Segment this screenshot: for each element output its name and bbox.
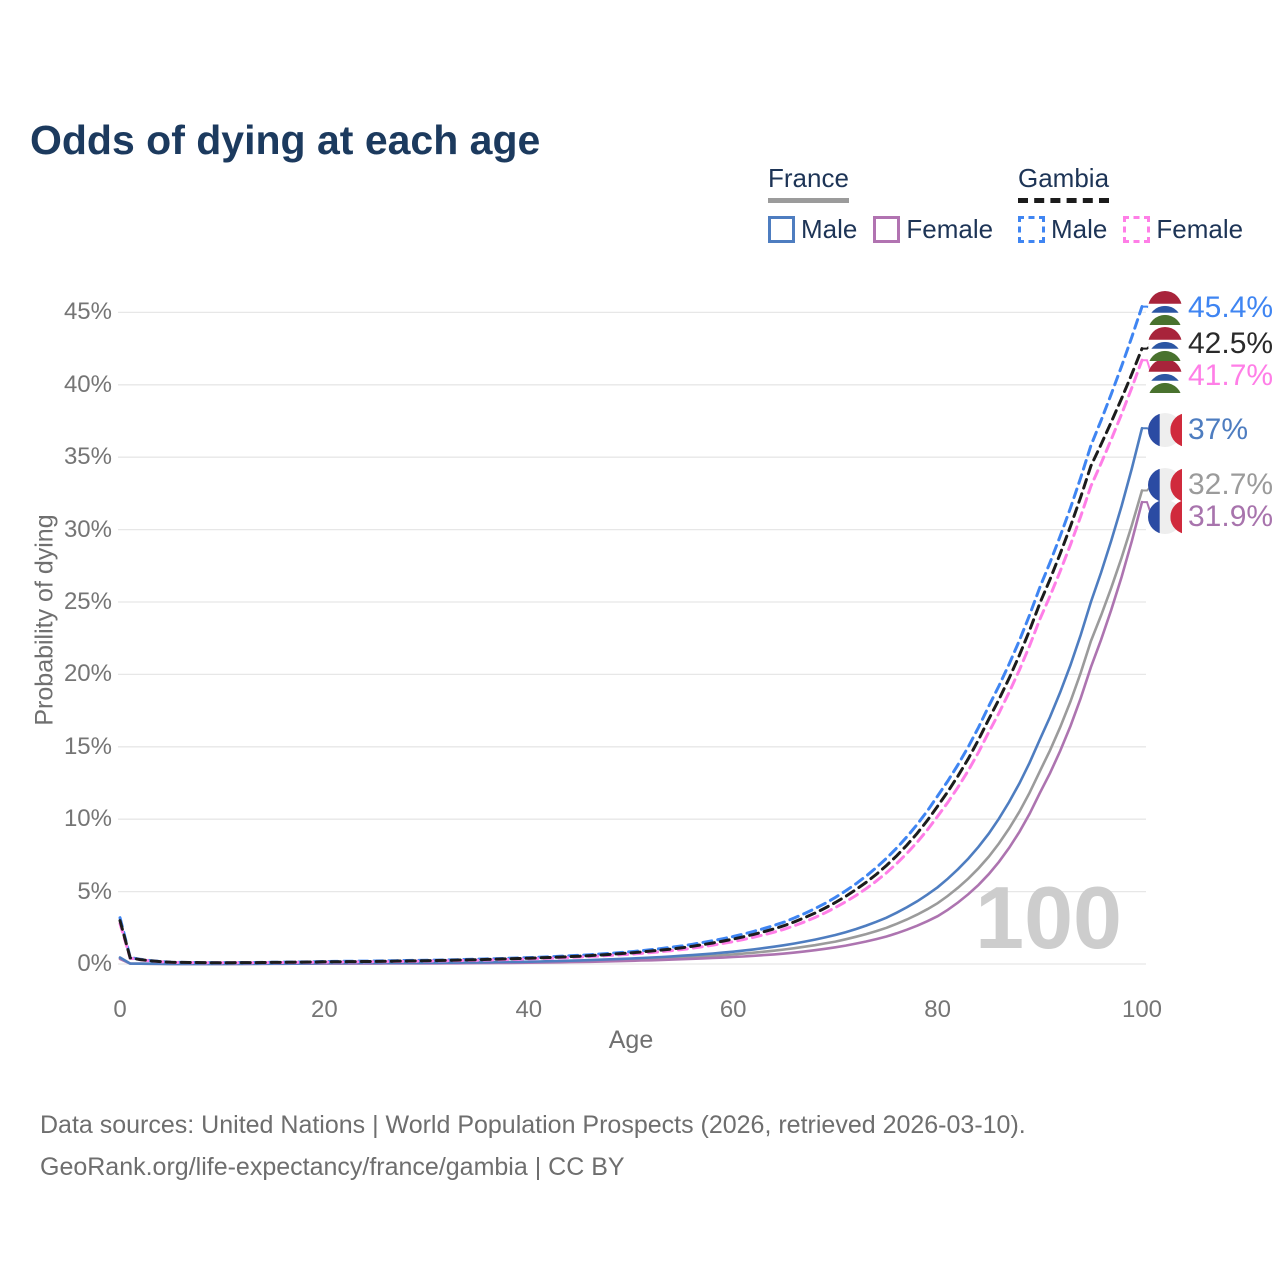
end-label-gambia_male: 45.4%: [1148, 290, 1273, 326]
y-tick-label: 10%: [63, 805, 112, 833]
gambia-flag-icon: [1148, 291, 1182, 325]
gambia-male-swatch-icon: [1018, 216, 1045, 243]
y-tick-label: 40%: [63, 370, 112, 398]
gambia-flag-icon: [1148, 359, 1182, 393]
legend-item-gambia-male[interactable]: Male: [1018, 214, 1107, 245]
y-tick-label: 20%: [63, 660, 112, 688]
end-label-value: 45.4%: [1188, 291, 1274, 324]
end-label-value: 42.5%: [1188, 327, 1274, 360]
series-line-gambia_both[interactable]: [118, 347, 1144, 965]
y-tick-label: 35%: [63, 443, 112, 471]
france-flag-icon: [1148, 500, 1182, 534]
series-lines: [118, 305, 1144, 966]
x-tick-label: 0: [113, 996, 127, 1023]
y-tick-label: 45%: [63, 298, 112, 326]
attribution-line: GeoRank.org/life-expectancy/france/gambi…: [40, 1153, 625, 1181]
x-tick-label: 80: [924, 996, 951, 1023]
legend-item-france-male[interactable]: Male: [768, 214, 857, 245]
legend-item-label: Male: [801, 214, 858, 244]
end-label-value: 32.7%: [1188, 468, 1274, 501]
end-label-value: 31.9%: [1188, 500, 1274, 533]
legend-item-france-female[interactable]: Female: [873, 214, 993, 245]
gambia-female-swatch-icon: [1123, 216, 1151, 243]
end-label-value: 37%: [1188, 413, 1249, 446]
legend-group-gambia: Gambia Male Female: [1018, 163, 1259, 245]
legend-item-label: Male: [1051, 214, 1108, 244]
france-female-swatch-icon: [873, 216, 901, 243]
y-tick-label: 0%: [77, 950, 112, 977]
end-label-value: 41.7%: [1188, 359, 1274, 392]
france-male-swatch-icon: [768, 216, 795, 243]
gridlines: [118, 311, 1146, 965]
x-tick-label: 100: [1121, 996, 1163, 1023]
y-tick-label: 25%: [63, 588, 112, 615]
series-line-gambia_male[interactable]: [118, 305, 1144, 965]
footer: Data sources: United Nations | World Pop…: [40, 1104, 1026, 1188]
legend-item-label: Female: [906, 214, 994, 244]
x-tick-label: 20: [311, 996, 338, 1023]
data-source-line: Data sources: United Nations | World Pop…: [40, 1111, 1026, 1139]
end-label-gambia_female: 41.7%: [1148, 358, 1273, 394]
legend-header-gambia[interactable]: Gambia: [1018, 163, 1110, 203]
x-axis-title: Age: [608, 1026, 654, 1054]
y-tick-label: 5%: [77, 877, 112, 905]
end-label-france_male: 37%: [1148, 412, 1248, 448]
end-label-france_both: 32.7%: [1148, 467, 1273, 503]
france-flag-icon: [1148, 413, 1182, 447]
gambia-flag-icon: [1148, 327, 1182, 361]
france-flag-icon: [1148, 468, 1182, 502]
y-tick-label: 30%: [63, 515, 112, 543]
page-title: Odds of dying at each age: [30, 117, 541, 164]
x-tick-label: 40: [515, 996, 543, 1023]
age-counter-watermark: 100: [975, 868, 1122, 967]
x-tick-label: 60: [719, 996, 747, 1023]
legend-item-gambia-female[interactable]: Female: [1123, 214, 1243, 245]
end-label-france_female: 31.9%: [1148, 499, 1273, 535]
legend-header-france[interactable]: France: [768, 163, 849, 203]
end-label-gambia_both: 42.5%: [1148, 326, 1273, 362]
y-tick-label: 15%: [63, 732, 112, 760]
legend-item-label: Female: [1156, 214, 1244, 244]
legend-group-france: France Male Female: [768, 163, 1009, 245]
